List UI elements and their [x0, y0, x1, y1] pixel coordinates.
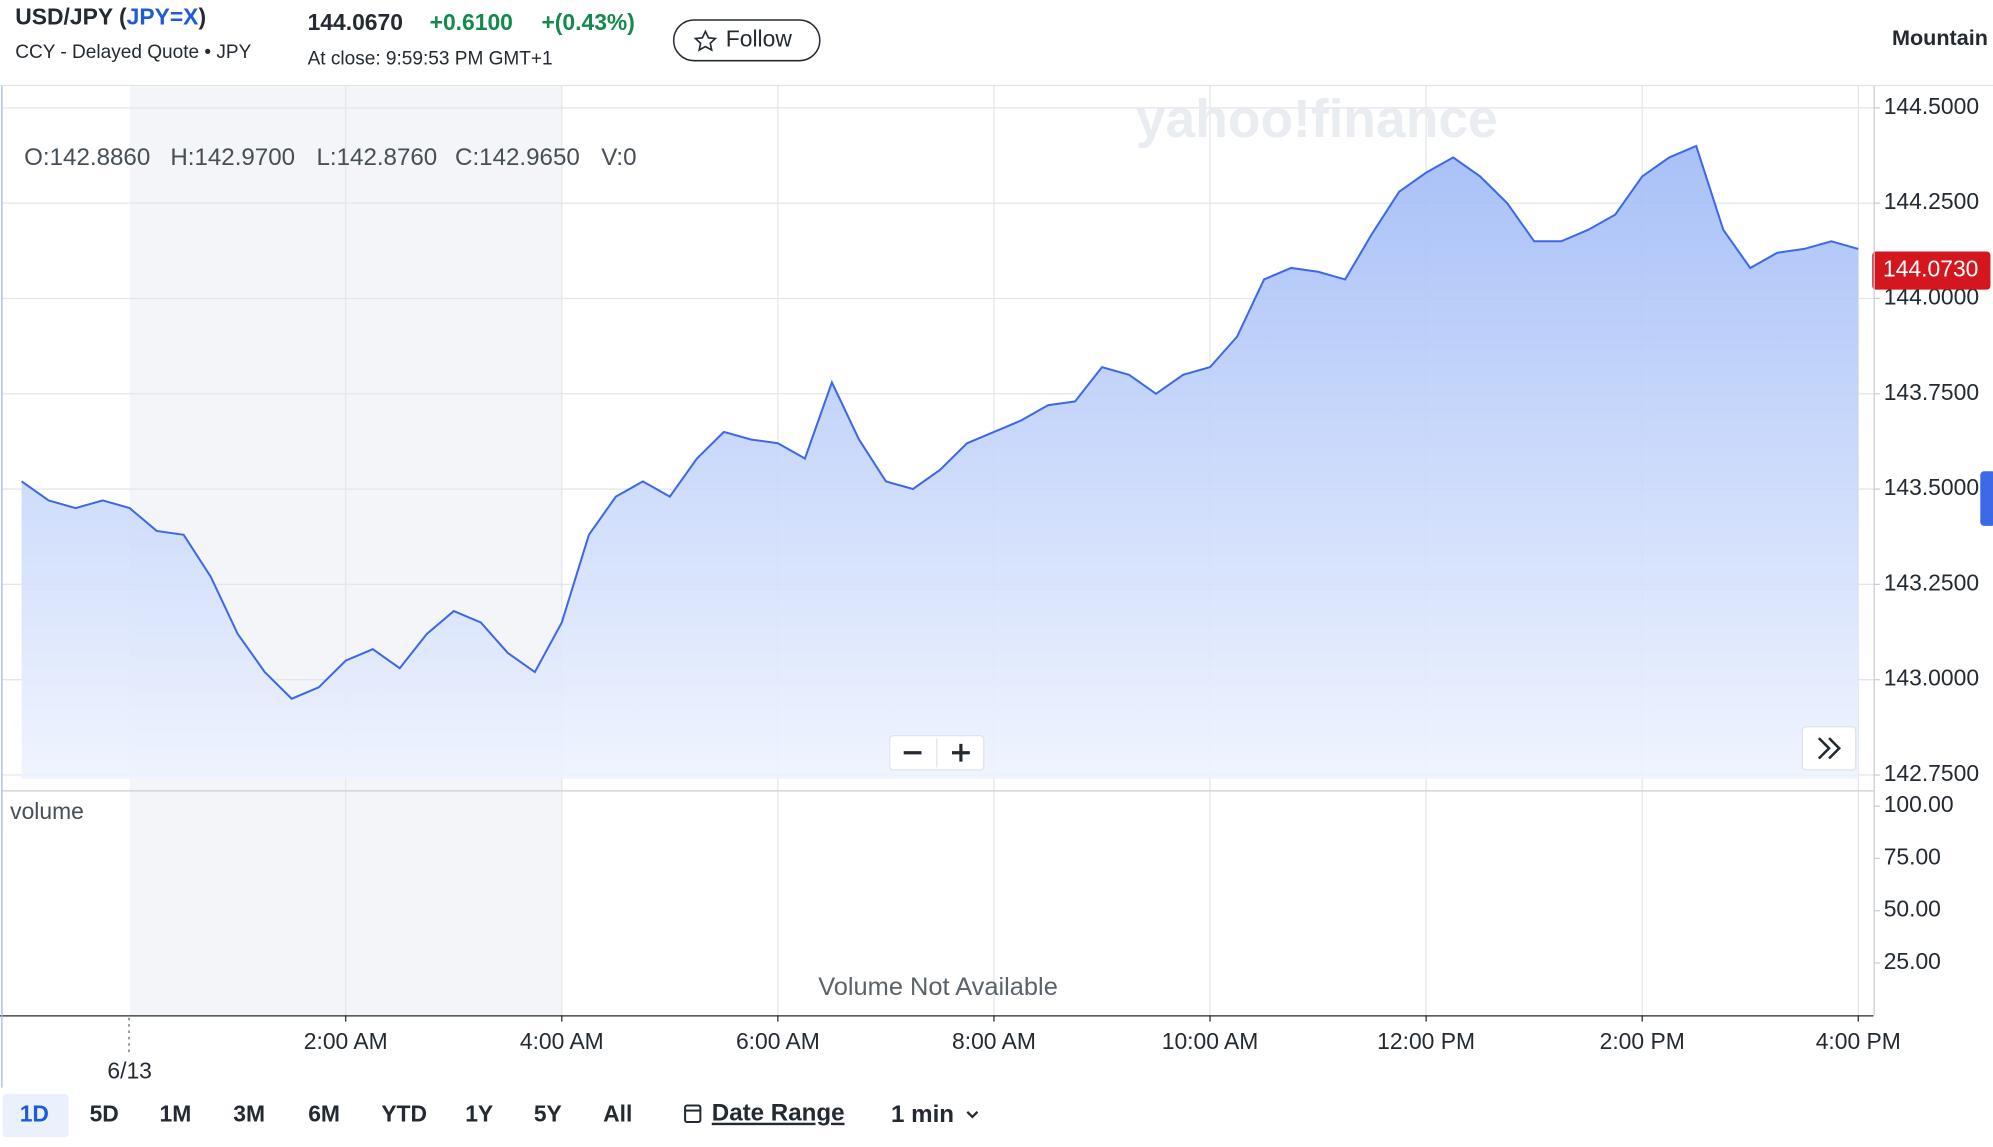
ohlc-value: L:142.8760: [316, 144, 437, 171]
range-button[interactable]: 1D: [20, 1101, 49, 1127]
follow-border: [672, 19, 821, 62]
star-icon: [693, 29, 718, 52]
x-tick-label: 6:00 AM: [736, 1028, 820, 1054]
x-tick-label: 4:00 AM: [520, 1028, 604, 1054]
y-tick-label: 143.2500: [1884, 569, 1979, 595]
last-price-tag: [1872, 251, 1991, 290]
y-tick-label: 143.5000: [1884, 474, 1979, 500]
x-tick-label: 8:00 AM: [952, 1028, 1036, 1054]
range-button[interactable]: 1M: [160, 1101, 192, 1127]
price: 144.0670: [308, 9, 403, 35]
scroll-right[interactable]: [1801, 726, 1857, 771]
change-percent: +(0.43%): [541, 9, 634, 35]
close-time: At close: 9:59:53 PM GMT+1: [308, 48, 553, 69]
side-tab[interactable]: [1980, 471, 1993, 526]
range-button[interactable]: YTD: [381, 1101, 427, 1127]
last-price-label: 144.0730: [1883, 256, 1978, 282]
ohlc-value: V:0: [601, 144, 636, 171]
range-button[interactable]: All: [603, 1101, 632, 1127]
symbol-close: ): [198, 4, 206, 30]
x-tick-label: 2:00 PM: [1600, 1028, 1685, 1054]
date-label: 6/13: [107, 1057, 151, 1083]
range-button[interactable]: 3M: [233, 1101, 265, 1127]
range-selected: [2, 1094, 69, 1138]
ohlc-value: O:142.8860: [24, 144, 150, 171]
range-button[interactable]: 5D: [90, 1101, 119, 1127]
change: +0.6100: [430, 9, 513, 35]
y-tick-label: 143.0000: [1884, 665, 1979, 691]
volume-label: volume: [10, 798, 84, 824]
x-tick-label: 10:00 AM: [1162, 1028, 1259, 1054]
calendar-icon: [684, 1104, 702, 1124]
date-range-label: Date Range: [712, 1100, 845, 1127]
zoom-in[interactable]: [952, 743, 970, 762]
y-tick-label: 144.5000: [1884, 93, 1979, 119]
chevrons: [1817, 737, 1842, 760]
symbol: USD/JPY (: [15, 4, 127, 30]
range-button[interactable]: 5Y: [534, 1101, 562, 1127]
x-tick-label: 4:00 PM: [1816, 1028, 1901, 1054]
area-fill: [21, 145, 1859, 779]
interval-label: 1 min: [891, 1101, 954, 1128]
volume-tick-label: 50.00: [1884, 896, 1941, 922]
volume-note: Volume Not Available: [818, 973, 1058, 1001]
x-tick-label: 2:00 AM: [304, 1028, 388, 1054]
subtitle: CCY - Delayed Quote • JPY: [15, 42, 251, 63]
follow-label: Follow: [726, 25, 793, 51]
volume-tick-label: 75.00: [1884, 843, 1941, 869]
price-line: [21, 144, 1859, 700]
chevron-down: [966, 1111, 979, 1119]
range-button[interactable]: 1Y: [465, 1101, 493, 1127]
x-tick-label: 12:00 PM: [1377, 1028, 1475, 1054]
follow-button[interactable]: Follow: [672, 19, 821, 62]
date-range[interactable]: Date Range: [684, 1100, 845, 1127]
ticker-link[interactable]: JPY=X: [127, 4, 200, 30]
ohlc-value: C:142.9650: [455, 144, 580, 171]
ohlc-value: H:142.9700: [170, 144, 295, 171]
y-tick-label: 142.7500: [1884, 760, 1979, 786]
range-button[interactable]: 6M: [308, 1101, 340, 1127]
watermark: yahoo!finance: [1136, 90, 1498, 149]
symbol-title: USD/JPY (JPY=X): [15, 4, 206, 30]
interval-select[interactable]: 1 min: [891, 1101, 979, 1128]
zoom-controls: [889, 734, 985, 771]
y-tick-label: 143.7500: [1884, 379, 1979, 405]
y-tick-label: 144.2500: [1884, 188, 1979, 214]
chart-style[interactable]: Mountain: [1892, 25, 1988, 50]
volume-tick-label: 25.00: [1884, 948, 1941, 974]
volume-tick-label: 100.00: [1884, 791, 1954, 817]
